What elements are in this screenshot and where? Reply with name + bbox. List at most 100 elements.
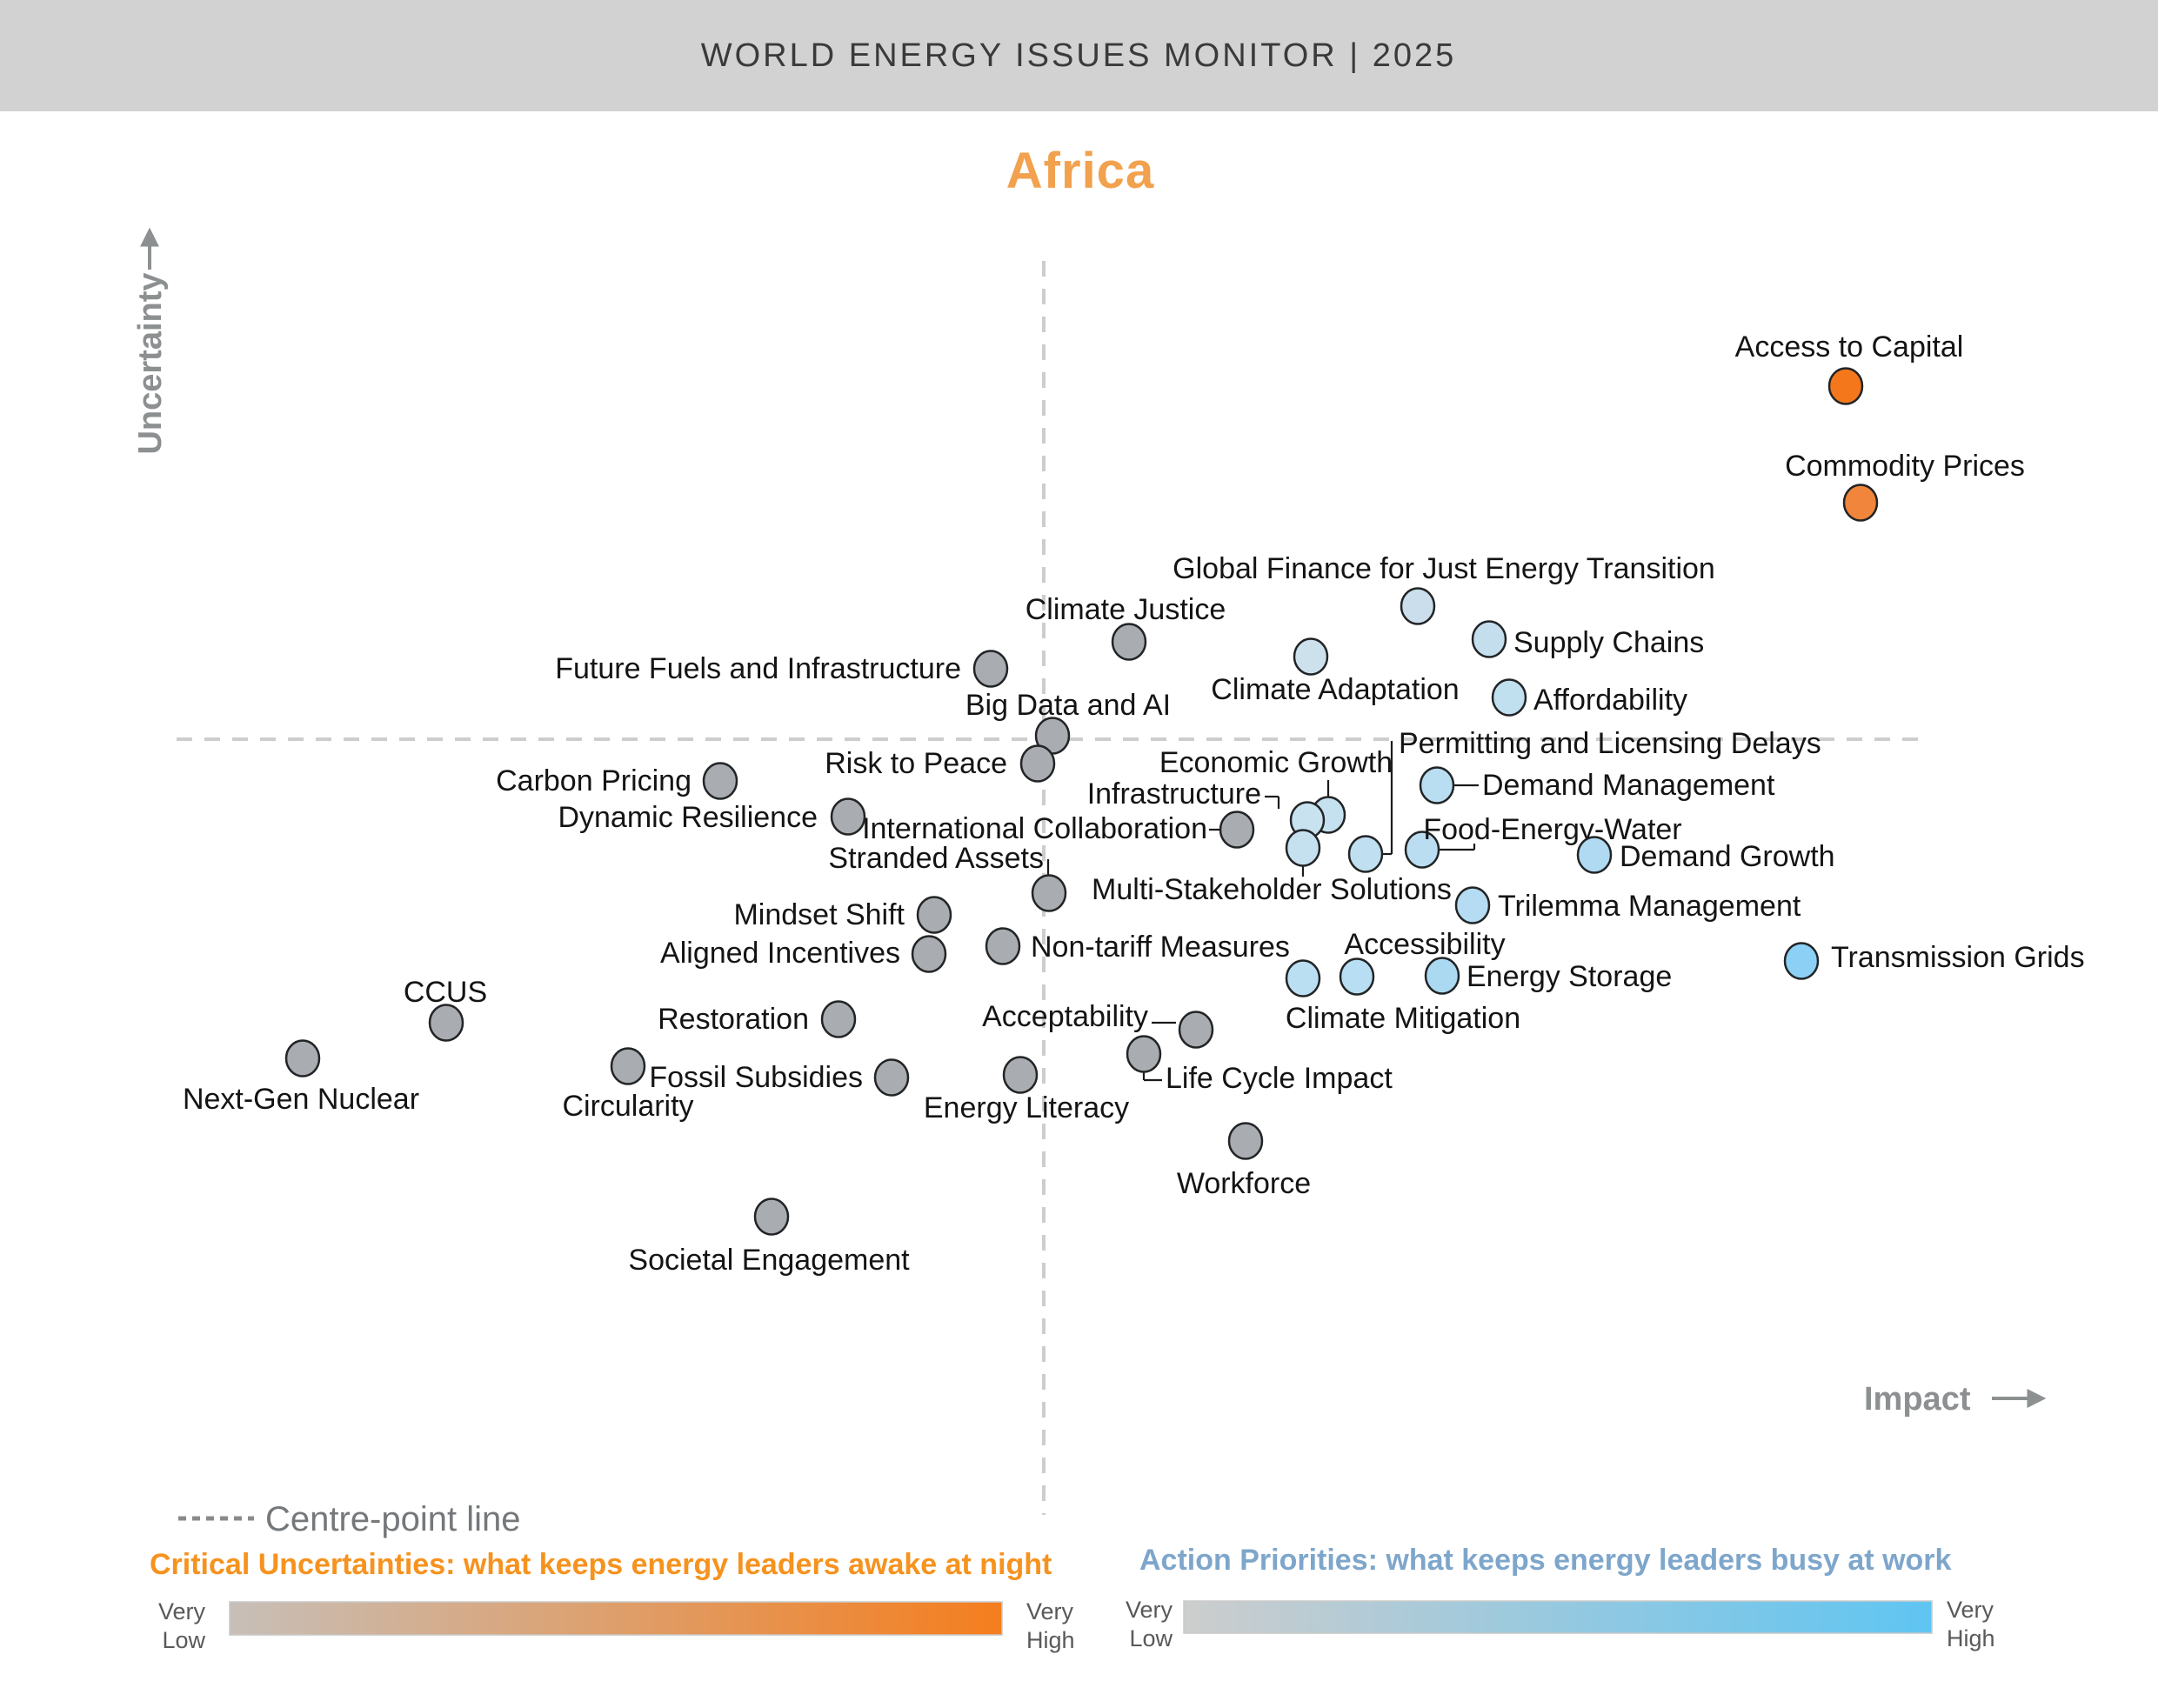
- issue-dot[interactable]: [1285, 829, 1321, 867]
- issue-dot[interactable]: [1404, 831, 1440, 869]
- issue-access-to-capital: Access to Capital: [1735, 330, 1964, 405]
- issue-label: Aligned Incentives: [660, 937, 900, 970]
- issue-dot[interactable]: [911, 935, 947, 973]
- issue-label: Dynamic Resilience: [558, 801, 818, 834]
- issue-label: Transmission Grids: [1831, 941, 2085, 974]
- issue-dot[interactable]: [702, 762, 738, 800]
- issue-label: Supply Chains: [1513, 626, 1704, 659]
- issue-restoration: Restoration: [658, 1000, 857, 1038]
- x-axis-label-group: Impact: [1864, 1381, 2047, 1418]
- issue-dot[interactable]: [1827, 367, 1864, 405]
- action-very-high-label-line2: High: [1947, 1625, 1995, 1651]
- issue-dot[interactable]: [1842, 484, 1879, 522]
- issue-label: Permitting and Licensing Delays: [1399, 727, 1821, 760]
- issue-label: Non-tariff Measures: [1031, 931, 1290, 964]
- issue-demand-growth: Demand Growth: [1576, 836, 1835, 874]
- x-axis-label: Impact: [1864, 1381, 1971, 1418]
- issue-dot[interactable]: [1400, 587, 1436, 625]
- issue-label: Risk to Peace: [825, 747, 1007, 780]
- issue-dot[interactable]: [1576, 836, 1613, 874]
- y-axis-label: Uncertainty: [132, 272, 169, 454]
- issue-label: Societal Engagement: [628, 1244, 910, 1277]
- issue-dot[interactable]: [1126, 1035, 1162, 1073]
- critical-very-high-label-line2: High: [1026, 1627, 1075, 1653]
- issue-dot[interactable]: [1019, 744, 1056, 783]
- issue-dot[interactable]: [1424, 957, 1460, 995]
- issues-layer: Access to Capital Commodity Prices Global …: [183, 330, 2085, 1277]
- issue-dot[interactable]: [1783, 942, 1820, 980]
- issue-label: Access to Capital: [1735, 330, 1964, 364]
- issue-commodity-prices: Commodity Prices: [1785, 450, 2025, 522]
- issue-dot[interactable]: [820, 1000, 857, 1038]
- issue-dot[interactable]: [610, 1047, 646, 1085]
- issue-aligned-incentives: Aligned Incentives: [660, 935, 947, 973]
- action-very-low-label-line2: Low: [1129, 1625, 1173, 1651]
- issue-dot[interactable]: [916, 896, 952, 934]
- issue-label: Food-Energy-Water: [1423, 813, 1681, 846]
- issue-demand-management: Demand Management: [1419, 766, 1775, 804]
- issue-dot[interactable]: [985, 927, 1021, 965]
- issue-dot[interactable]: [1111, 623, 1147, 661]
- issue-fossil-subsidies: Fossil Subsidies: [649, 1058, 910, 1097]
- critical-very-high-label-line1: Very: [1026, 1598, 1074, 1625]
- issue-dot[interactable]: [1491, 678, 1527, 717]
- issue-dot[interactable]: [1471, 620, 1507, 658]
- issue-dot[interactable]: [428, 1004, 464, 1042]
- legend: Centre-point line Critical Uncertainties…: [150, 1500, 1995, 1653]
- issue-dot[interactable]: [1419, 766, 1455, 804]
- action-priorities-legend-title: Action Priorities: what keeps energy lea…: [1139, 1544, 1952, 1577]
- issue-ccus: CCUS: [404, 976, 487, 1042]
- issue-dot[interactable]: [284, 1039, 321, 1078]
- critical-very-low-label-line2: Low: [162, 1627, 205, 1653]
- issue-label: Global Finance for Just Energy Transitio…: [1173, 552, 1715, 585]
- issue-acceptability: Acceptability: [982, 1000, 1214, 1049]
- issue-label: Carbon Pricing: [496, 764, 691, 797]
- issue-label: Future Fuels and Infrastructure: [555, 652, 961, 685]
- issue-label: Trilemma Management: [1498, 890, 1801, 923]
- issue-international-collaboration: International Collaboration: [862, 811, 1255, 849]
- issue-life-cycle-impact: Life Cycle Impact: [1126, 1035, 1393, 1095]
- issue-dot[interactable]: [972, 650, 1009, 688]
- issue-food-energy-water: Food-Energy-Water: [1404, 813, 1682, 869]
- issue-label: Life Cycle Impact: [1166, 1062, 1393, 1095]
- issue-dot[interactable]: [830, 797, 866, 836]
- issue-dot[interactable]: [753, 1198, 790, 1236]
- issue-label: Stranded Assets: [828, 842, 1044, 875]
- issue-dot[interactable]: [1293, 637, 1329, 676]
- issue-future-fuels-and-infrastructure: Future Fuels and Infrastructure: [555, 650, 1009, 688]
- issue-label: Next-Gen Nuclear: [183, 1083, 419, 1116]
- issue-dot[interactable]: [1178, 1011, 1214, 1049]
- issue-dot[interactable]: [1347, 835, 1384, 873]
- issue-label: CCUS: [404, 976, 487, 1009]
- issue-accessibility: Accessibility: [1339, 928, 1506, 996]
- issue-dot[interactable]: [1219, 811, 1255, 849]
- issue-label: Mindset Shift: [733, 898, 905, 931]
- issue-dot[interactable]: [1031, 874, 1067, 912]
- issue-carbon-pricing: Carbon Pricing: [496, 762, 738, 800]
- issue-energy-storage: Energy Storage: [1424, 957, 1672, 995]
- centre-point-legend-label: Centre-point line: [265, 1500, 521, 1538]
- issue-mindset-shift: Mindset Shift: [733, 896, 952, 934]
- issue-label: Fossil Subsidies: [649, 1061, 863, 1094]
- critical-uncertainty-gradient-bar: [229, 1601, 1003, 1636]
- issue-dot[interactable]: [1002, 1056, 1039, 1094]
- issue-dot[interactable]: [1454, 886, 1491, 924]
- issue-dot[interactable]: [1227, 1122, 1264, 1160]
- issue-label: Climate Mitigation: [1286, 1002, 1520, 1035]
- issue-label: Infrastructure: [1087, 777, 1261, 811]
- issue-label: Demand Management: [1482, 769, 1775, 802]
- issue-next-gen-nuclear: Next-Gen Nuclear: [183, 1039, 419, 1116]
- issue-energy-literacy: Energy Literacy: [924, 1056, 1129, 1124]
- issue-dot[interactable]: [873, 1058, 910, 1097]
- issue-economic-growth: Economic Growth: [1159, 746, 1393, 834]
- issue-affordability: Affordability: [1491, 678, 1687, 717]
- issue-label: Multi-Stakeholder Solutions: [1092, 873, 1452, 906]
- issue-climate-justice: Climate Justice: [1026, 593, 1226, 661]
- issue-dot[interactable]: [1339, 957, 1375, 996]
- issue-label: Climate Justice: [1026, 593, 1226, 626]
- action-very-low-label-line1: Very: [1126, 1597, 1173, 1623]
- issue-transmission-grids: Transmission Grids: [1783, 941, 2085, 980]
- issue-big-data-and-ai: Big Data and AI: [965, 689, 1171, 755]
- issue-dot[interactable]: [1285, 959, 1321, 997]
